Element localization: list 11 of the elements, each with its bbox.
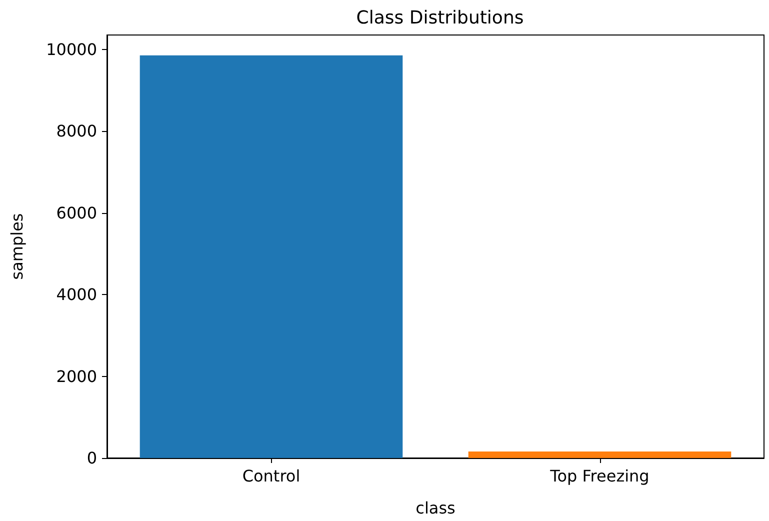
y-tick-label: 8000: [56, 122, 97, 141]
y-tick-label: 10000: [46, 40, 97, 59]
x-tick-label: Top Freezing: [549, 466, 650, 486]
x-tick-label: Control: [242, 466, 300, 486]
x-axis-title: class: [416, 498, 456, 518]
y-tick-label: 4000: [56, 285, 97, 304]
y-tick-label: 2000: [56, 366, 97, 386]
y-tick-label: 6000: [56, 203, 97, 222]
chart-title: Class Distributions: [356, 8, 524, 28]
y-tick-label: 0: [86, 448, 97, 468]
y-axis-title: samples: [8, 213, 26, 280]
